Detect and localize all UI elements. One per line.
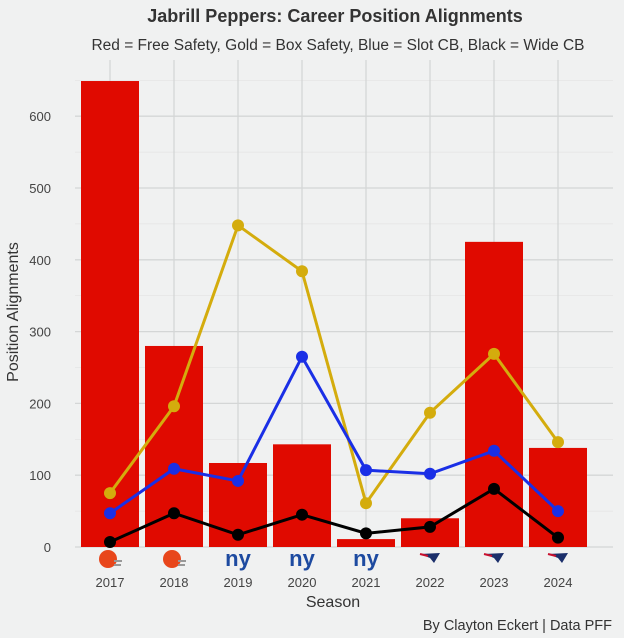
pats-stripe (419, 553, 429, 557)
point-wide-cb (360, 527, 372, 540)
point-slot-cb (424, 467, 436, 480)
point-slot-cb (360, 464, 372, 477)
point-wide-cb (168, 507, 180, 520)
point-box-safety (488, 347, 500, 360)
x-tick-label: 2019 (224, 575, 253, 590)
y-tick-label: 400 (29, 253, 51, 268)
giants-ny-icon: ny (353, 546, 379, 571)
x-tick-label: 2017 (96, 575, 125, 590)
pats-stripe (547, 553, 557, 557)
line-wide-cb (109, 487, 559, 544)
point-box-safety (104, 487, 116, 500)
x-tick-label: 2023 (480, 575, 509, 590)
bar-2020 (273, 444, 331, 547)
patriots-logo-icon (419, 553, 440, 563)
point-slot-cb (232, 474, 244, 487)
pats-stripe (483, 553, 493, 557)
giants-ny-icon: ny (225, 546, 251, 571)
y-axis-label: Position Alignments (5, 242, 22, 382)
helmet-shell (99, 550, 117, 568)
y-tick-label: 300 (29, 325, 51, 340)
bar-2021 (337, 539, 395, 547)
point-wide-cb (488, 482, 500, 495)
point-box-safety (552, 436, 564, 449)
point-wide-cb (424, 520, 436, 533)
x-axis-label: Season (306, 594, 360, 611)
point-box-safety (424, 406, 436, 419)
x-tick-label: 2018 (160, 575, 189, 590)
bar-2024 (529, 447, 587, 547)
point-box-safety (296, 265, 308, 278)
patriots-logo-icon (483, 553, 504, 563)
x-tick-label: 2020 (288, 575, 317, 590)
line-slot-cb (109, 353, 560, 515)
point-slot-cb (104, 507, 116, 520)
point-slot-cb (552, 505, 564, 518)
point-slot-cb (168, 462, 180, 475)
browns-helmet-icon (163, 550, 186, 568)
point-slot-cb (488, 444, 500, 457)
x-tick-label: 2024 (544, 575, 573, 590)
point-wide-cb (552, 531, 564, 544)
facemask (114, 560, 122, 566)
line-box-safety (108, 222, 560, 507)
point-wide-cb (296, 508, 308, 521)
point-wide-cb (232, 528, 244, 541)
patriots-logo-icon (547, 553, 568, 563)
ny-text: ny (225, 546, 251, 571)
chart-title: Jabrill Peppers: Career Position Alignme… (147, 6, 522, 26)
bar-2023 (465, 241, 523, 547)
y-tick-label: 100 (29, 468, 51, 483)
facemask (178, 560, 186, 566)
browns-helmet-icon (99, 550, 122, 568)
y-tick-label: 0 (44, 540, 51, 555)
x-tick-label: 2021 (352, 575, 381, 590)
helmet-shell (163, 550, 181, 568)
giants-ny-icon: ny (289, 546, 315, 571)
point-slot-cb (296, 350, 308, 363)
point-box-safety (232, 219, 244, 232)
y-tick-label: 500 (29, 181, 51, 196)
caption: By Clayton Eckert | Data PFF (423, 618, 612, 634)
chart-subtitle: Red = Free Safety, Gold = Box Safety, Bl… (91, 37, 584, 54)
y-tick-label: 600 (29, 109, 51, 124)
ny-text: ny (353, 546, 379, 571)
bar-2017 (81, 81, 139, 547)
point-box-safety (168, 400, 180, 413)
y-tick-label: 200 (29, 396, 51, 411)
point-wide-cb (104, 535, 116, 548)
x-tick-label: 2022 (416, 575, 445, 590)
point-box-safety (360, 497, 372, 510)
ny-text: ny (289, 546, 315, 571)
